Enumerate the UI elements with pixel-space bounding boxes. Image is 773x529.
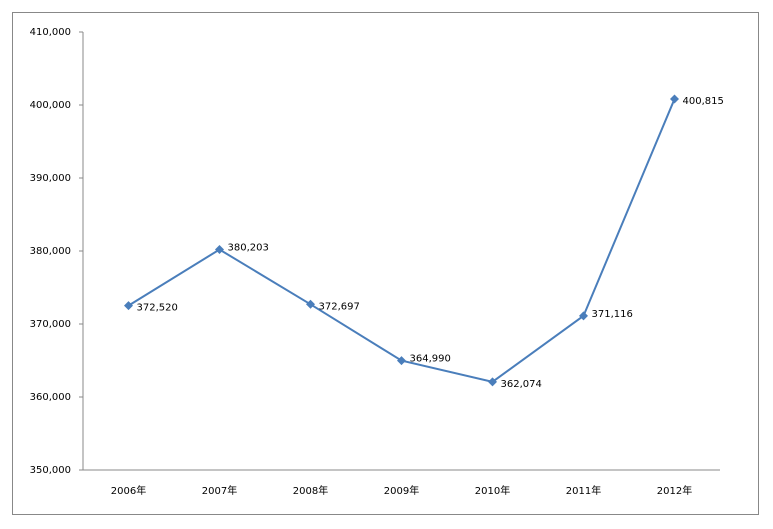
marker — [670, 94, 679, 104]
y-tick-label: 390,000 — [30, 173, 71, 184]
x-tick-label: 2006年 — [111, 484, 146, 497]
marker — [397, 356, 406, 366]
value-label: 380,203 — [228, 243, 269, 254]
y-tick-label: 400,000 — [30, 100, 71, 111]
marker — [488, 377, 497, 387]
y-tick-label: 350,000 — [30, 465, 71, 476]
marker — [306, 299, 315, 309]
value-label: 400,815 — [683, 96, 724, 107]
marker — [215, 245, 224, 255]
x-tick-label: 2007年 — [202, 484, 237, 497]
value-label: 362,074 — [501, 379, 542, 390]
marker — [124, 301, 133, 311]
x-tick-label: 2010年 — [475, 484, 510, 497]
x-tick-label: 2008年 — [293, 484, 328, 497]
value-label: 364,990 — [410, 354, 451, 365]
y-tick-label: 410,000 — [30, 27, 71, 38]
x-tick-label: 2009年 — [384, 484, 419, 497]
chart-frame — [12, 12, 759, 515]
y-tick-label: 370,000 — [30, 319, 71, 330]
x-tick-label: 2012年 — [657, 484, 692, 497]
x-tick-label: 2011年 — [566, 484, 601, 497]
marker — [579, 311, 588, 321]
value-label: 372,520 — [137, 303, 178, 314]
value-label: 372,697 — [319, 301, 360, 312]
y-tick-label: 360,000 — [30, 392, 71, 403]
value-label: 371,116 — [592, 309, 633, 320]
y-tick-label: 380,000 — [30, 246, 71, 257]
